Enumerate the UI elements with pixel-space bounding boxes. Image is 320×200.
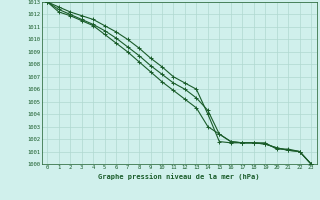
X-axis label: Graphe pression niveau de la mer (hPa): Graphe pression niveau de la mer (hPa) [99, 173, 260, 180]
